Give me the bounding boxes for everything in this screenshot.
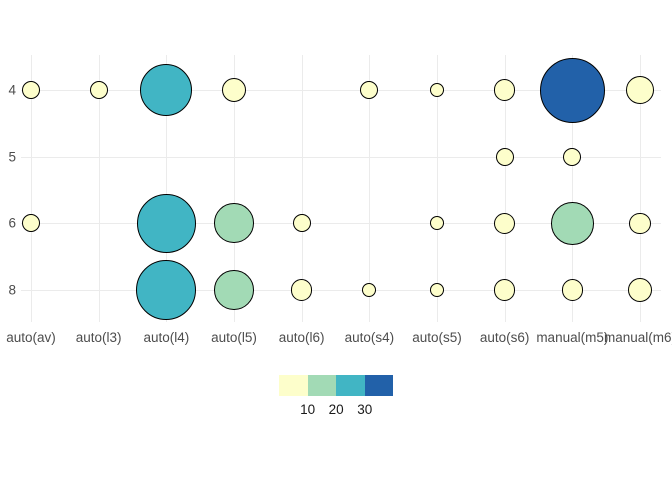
bubble	[222, 78, 246, 102]
gridline-vertical	[234, 55, 235, 322]
gridline-horizontal	[21, 156, 661, 158]
legend-tick-label: 10	[300, 402, 316, 417]
bubble	[136, 193, 196, 253]
bubble	[494, 79, 516, 101]
bubble	[292, 214, 311, 233]
y-axis-label: 4	[8, 82, 16, 98]
bubble	[494, 212, 516, 234]
gridline-vertical	[437, 55, 438, 322]
gridline-vertical	[301, 55, 303, 322]
gridline-vertical	[369, 55, 371, 322]
x-axis-label: auto(l6)	[278, 330, 325, 345]
bubble	[430, 216, 444, 231]
bubble	[140, 63, 193, 117]
bubble	[430, 83, 444, 97]
bubble	[291, 279, 313, 301]
x-axis-label: auto(s6)	[479, 330, 530, 345]
bubble	[89, 81, 108, 99]
gridline-horizontal	[21, 90, 661, 91]
bubble	[22, 81, 40, 99]
y-axis-label: 8	[8, 282, 16, 298]
gridline-horizontal	[21, 223, 661, 225]
x-axis-label: auto(l4)	[143, 330, 190, 345]
x-axis-label: manual(m6)	[603, 330, 672, 345]
bubble	[360, 81, 379, 99]
legend-swatch	[336, 375, 365, 396]
x-axis-label: manual(m5)	[536, 330, 609, 345]
gridline-vertical	[572, 55, 574, 322]
x-axis-label: auto(av)	[6, 330, 56, 345]
bubble	[625, 75, 655, 105]
bubble	[22, 214, 40, 233]
bubble	[214, 270, 254, 310]
gridline-vertical	[504, 55, 506, 322]
gridline-vertical	[166, 55, 168, 322]
legend-swatch	[279, 375, 308, 396]
bubble	[214, 203, 254, 244]
bubble	[136, 260, 197, 320]
bubble	[495, 147, 514, 166]
bubble	[550, 201, 594, 245]
gridline-vertical	[31, 55, 32, 322]
bubble	[539, 57, 605, 123]
bubble	[362, 283, 377, 297]
x-axis-label: auto(s4)	[344, 330, 395, 345]
gridline-horizontal	[21, 290, 661, 291]
gridline-vertical	[640, 55, 641, 322]
y-axis-label: 5	[8, 149, 16, 165]
legend-tick-label: 30	[357, 402, 373, 417]
legend-tick-label: 20	[328, 402, 344, 417]
x-axis-label: auto(s5)	[412, 330, 462, 345]
bubble	[628, 278, 652, 302]
bubble	[629, 212, 651, 234]
fill-legend: 10 20 30	[279, 375, 394, 420]
y-axis-label: 6	[8, 215, 16, 231]
legend-swatch	[307, 375, 337, 396]
bubble	[430, 283, 444, 297]
bubble	[561, 279, 583, 301]
x-axis-label: auto(l5)	[211, 330, 257, 345]
bubble	[563, 147, 582, 166]
bubble	[494, 279, 516, 301]
x-axis-label: auto(l3)	[75, 330, 122, 345]
legend-swatch	[364, 375, 394, 396]
gridline-vertical	[98, 55, 100, 322]
